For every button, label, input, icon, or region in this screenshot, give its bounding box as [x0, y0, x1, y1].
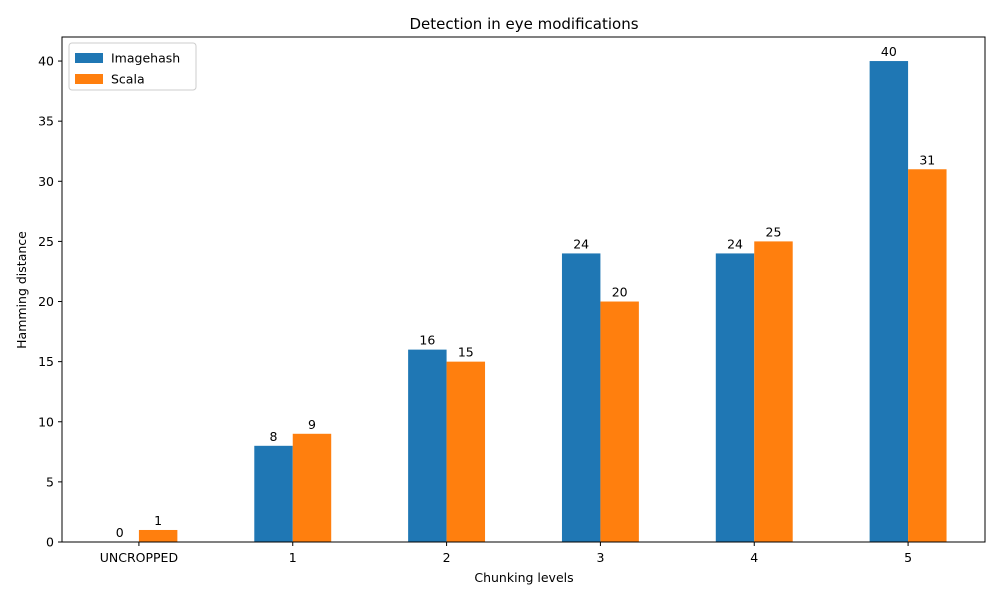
bar-scala	[754, 241, 793, 542]
x-tick-label: 3	[596, 550, 604, 565]
x-tick-label: 4	[750, 550, 758, 565]
legend-swatch-imagehash	[75, 53, 103, 63]
legend: Imagehash Scala	[68, 42, 197, 91]
bar-value-label: 1	[154, 513, 162, 528]
bar-value-label: 25	[766, 224, 782, 239]
bar-scala	[446, 361, 486, 542]
bar-value-label: 24	[573, 236, 589, 251]
plot-area: 0 5 10 15 20 25 30 35 40 UNCROPPED 1 2 3 4 5 0 8 16 24 24 40…	[38, 44, 947, 565]
bar-scala	[908, 169, 947, 542]
y-axis-label: Hamming distance	[14, 231, 29, 349]
legend-swatch-scala	[75, 74, 103, 84]
bar-value-label: 8	[270, 429, 278, 444]
bar-value-label: 9	[308, 417, 316, 432]
bar-imagehash	[254, 445, 293, 542]
bar-value-label: 24	[727, 236, 743, 251]
plot-frame	[61, 36, 986, 543]
bar-value-label: 16	[419, 333, 435, 348]
bar-imagehash	[869, 61, 909, 543]
y-tick-label: 30	[38, 174, 54, 189]
x-tick-label: UNCROPPED	[100, 550, 178, 565]
y-tick-label: 15	[38, 354, 54, 369]
bar-scala	[292, 433, 332, 542]
x-tick-label: 2	[443, 550, 451, 565]
y-tick-label: 20	[38, 294, 54, 309]
x-tick-label: 1	[289, 550, 297, 565]
x-tick-label: 5	[904, 550, 912, 565]
bar-scala	[138, 529, 178, 542]
bar-imagehash	[408, 349, 447, 542]
bar-imagehash	[561, 253, 601, 542]
legend-label-scala: Scala	[111, 72, 145, 87]
bar-scala	[600, 301, 639, 542]
y-tick-label: 35	[38, 114, 54, 129]
y-tick-label: 40	[38, 54, 54, 69]
x-axis-label: Chunking levels	[474, 570, 573, 585]
bar-value-label: 40	[881, 44, 897, 59]
y-tick-label: 5	[46, 474, 54, 489]
bar-value-label: 0	[116, 525, 124, 540]
y-tick-label: 10	[38, 414, 54, 429]
bar-imagehash	[715, 253, 755, 542]
legend-label-imagehash: Imagehash	[111, 51, 180, 66]
chart-title: Detection in eye modifications	[409, 15, 638, 33]
bar-value-label: 15	[458, 345, 474, 360]
bar-value-label: 20	[612, 285, 628, 300]
y-tick-label: 25	[38, 234, 54, 249]
bar-value-label: 31	[919, 152, 935, 167]
y-tick-label: 0	[46, 535, 54, 550]
